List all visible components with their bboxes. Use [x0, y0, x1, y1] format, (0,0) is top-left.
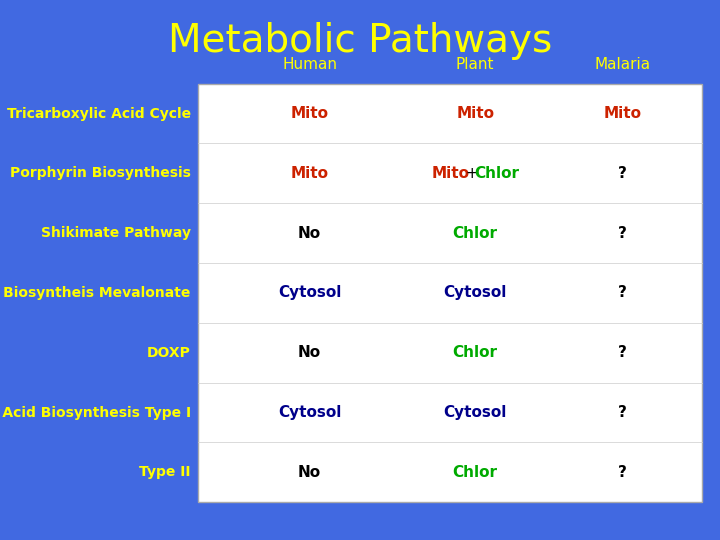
Text: Shikimate Pathway: Shikimate Pathway [41, 226, 191, 240]
Text: ?: ? [618, 465, 627, 480]
Text: Mito: Mito [291, 166, 328, 181]
Text: Porphyrin Biosynthesis: Porphyrin Biosynthesis [10, 166, 191, 180]
Text: Mito: Mito [604, 106, 642, 121]
Text: Plant: Plant [456, 57, 495, 72]
Bar [198, 84, 702, 502]
Text: Cytosol: Cytosol [278, 405, 341, 420]
Text: Chlor: Chlor [474, 166, 519, 181]
Text: ?: ? [618, 345, 627, 360]
Text: Human: Human [282, 57, 337, 72]
Text: Chlor: Chlor [453, 465, 498, 480]
Text: Type II: Type II [139, 465, 191, 480]
Text: Tricarboxylic Acid Cycle: Tricarboxylic Acid Cycle [6, 106, 191, 120]
Text: Malaria: Malaria [595, 57, 651, 72]
Text: Mito: Mito [291, 106, 328, 121]
Text: Chlor: Chlor [453, 226, 498, 241]
Text: Cytosol: Cytosol [444, 286, 507, 300]
Text: ?: ? [618, 286, 627, 300]
Text: No: No [298, 226, 321, 241]
Text: ?: ? [618, 226, 627, 241]
Text: Mito: Mito [432, 166, 469, 181]
Text: Chlor: Chlor [453, 345, 498, 360]
Text: No: No [298, 465, 321, 480]
Text: Cytosol: Cytosol [278, 286, 341, 300]
Text: ?: ? [618, 166, 627, 181]
Text: DOXP: DOXP [147, 346, 191, 360]
Text: Isoprenoid Biosyntheis Mevalonate: Isoprenoid Biosyntheis Mevalonate [0, 286, 191, 300]
Text: Metabolic Pathways: Metabolic Pathways [168, 22, 552, 59]
Text: +: + [461, 166, 483, 181]
Text: Fatty Acid Biosynthesis Type I: Fatty Acid Biosynthesis Type I [0, 406, 191, 420]
Text: No: No [298, 345, 321, 360]
Text: Mito: Mito [456, 106, 494, 121]
Text: ?: ? [618, 405, 627, 420]
Text: Cytosol: Cytosol [444, 405, 507, 420]
